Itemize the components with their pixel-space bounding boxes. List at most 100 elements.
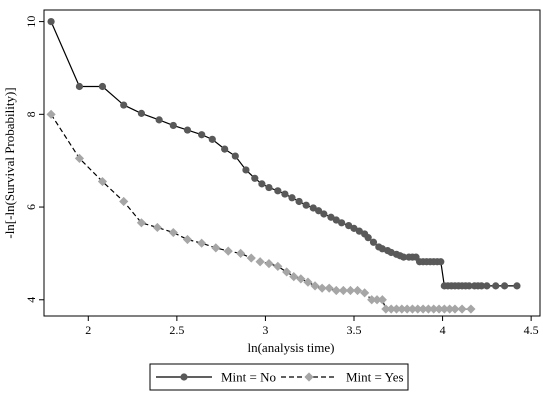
- data-point: [231, 152, 239, 160]
- data-point: [314, 207, 323, 215]
- data-point: [434, 304, 444, 314]
- data-point: [75, 82, 84, 91]
- data-point: [273, 261, 283, 271]
- data-point: [317, 283, 327, 293]
- x-tick-label: 3: [262, 323, 268, 337]
- data-point: [450, 304, 460, 314]
- data-point: [332, 216, 340, 224]
- data-point: [418, 304, 428, 314]
- legend-items: Mint = No Mint = Yes: [156, 370, 404, 385]
- x-axis: 2 2.5 3 3.5 4 4.5: [85, 316, 539, 337]
- data-point: [338, 285, 348, 296]
- data-point: [324, 283, 334, 293]
- data-point: [251, 174, 259, 182]
- data-point: [183, 126, 192, 134]
- data-point: [492, 282, 500, 290]
- data-point: [310, 281, 320, 291]
- x-tick-label: 4.5: [524, 323, 539, 337]
- series-line: [50, 113, 471, 310]
- data-point: [274, 187, 282, 195]
- data-point: [439, 304, 449, 314]
- x-tick-label: 3.5: [347, 323, 362, 337]
- data-point: [211, 243, 221, 253]
- data-point: [281, 190, 289, 198]
- legend-marker: [304, 372, 314, 382]
- data-point: [255, 257, 265, 267]
- data-point: [289, 271, 299, 282]
- data-point: [265, 183, 273, 192]
- data-point: [513, 282, 521, 290]
- data-point: [136, 218, 147, 228]
- data-point: [242, 166, 250, 174]
- data-point: [47, 17, 55, 26]
- data-point: [137, 109, 146, 117]
- series-mint-no: [47, 17, 521, 290]
- data-point: [369, 238, 378, 246]
- series-layer: [46, 17, 521, 314]
- data-point: [288, 194, 296, 202]
- data-point: [437, 258, 445, 266]
- data-point: [350, 224, 358, 232]
- legend-marker: [180, 373, 188, 381]
- x-tick-label: 4: [440, 323, 446, 337]
- data-point: [457, 304, 467, 314]
- x-axis-title: ln(analysis time): [247, 340, 334, 355]
- legend-label: Mint = Yes: [346, 370, 404, 385]
- data-point: [46, 109, 56, 119]
- data-point: [97, 176, 108, 187]
- data-point: [264, 259, 274, 269]
- data-point: [120, 101, 128, 109]
- data-point: [282, 267, 292, 277]
- data-point: [465, 282, 473, 290]
- data-point: [483, 282, 491, 290]
- data-point: [429, 304, 439, 314]
- data-point: [246, 253, 256, 263]
- legend: Mint = No Mint = Yes: [149, 363, 409, 391]
- data-point: [400, 253, 408, 261]
- data-point: [397, 304, 407, 314]
- data-point: [445, 304, 455, 314]
- data-point: [466, 304, 476, 314]
- data-point: [355, 227, 363, 235]
- data-point: [500, 282, 509, 290]
- data-point: [119, 196, 129, 207]
- data-point: [345, 221, 353, 230]
- data-point: [98, 82, 107, 91]
- data-point: [364, 234, 372, 242]
- data-point: [413, 304, 423, 314]
- data-point: [303, 277, 313, 287]
- y-tick-label: 8: [24, 111, 38, 117]
- data-point: [295, 197, 303, 206]
- data-point: [372, 295, 382, 305]
- plot-area: [43, 9, 541, 317]
- data-point: [352, 285, 363, 296]
- data-point: [331, 285, 341, 296]
- data-point: [309, 204, 317, 212]
- data-point: [377, 295, 387, 305]
- data-point: [338, 219, 346, 227]
- y-axis-title: -ln[-ln(Survival Probability)]: [2, 87, 17, 238]
- x-tick-label: 2: [85, 323, 91, 337]
- data-point: [169, 121, 177, 130]
- data-point: [345, 285, 356, 296]
- y-tick-label: 4: [24, 297, 38, 303]
- data-point: [367, 295, 377, 305]
- data-point: [402, 304, 412, 314]
- data-point: [168, 227, 178, 238]
- data-point: [302, 201, 310, 209]
- data-point: [296, 274, 306, 284]
- data-point: [477, 282, 486, 290]
- data-point: [236, 248, 246, 259]
- data-point: [407, 304, 418, 314]
- data-point: [74, 153, 85, 163]
- data-point: [198, 131, 206, 139]
- data-point: [320, 210, 328, 218]
- y-tick-label: 10: [24, 16, 38, 28]
- data-point: [155, 116, 163, 124]
- data-point: [223, 246, 233, 256]
- data-point: [221, 145, 229, 153]
- data-point: [182, 234, 193, 245]
- data-point: [360, 288, 370, 298]
- data-point: [381, 304, 391, 314]
